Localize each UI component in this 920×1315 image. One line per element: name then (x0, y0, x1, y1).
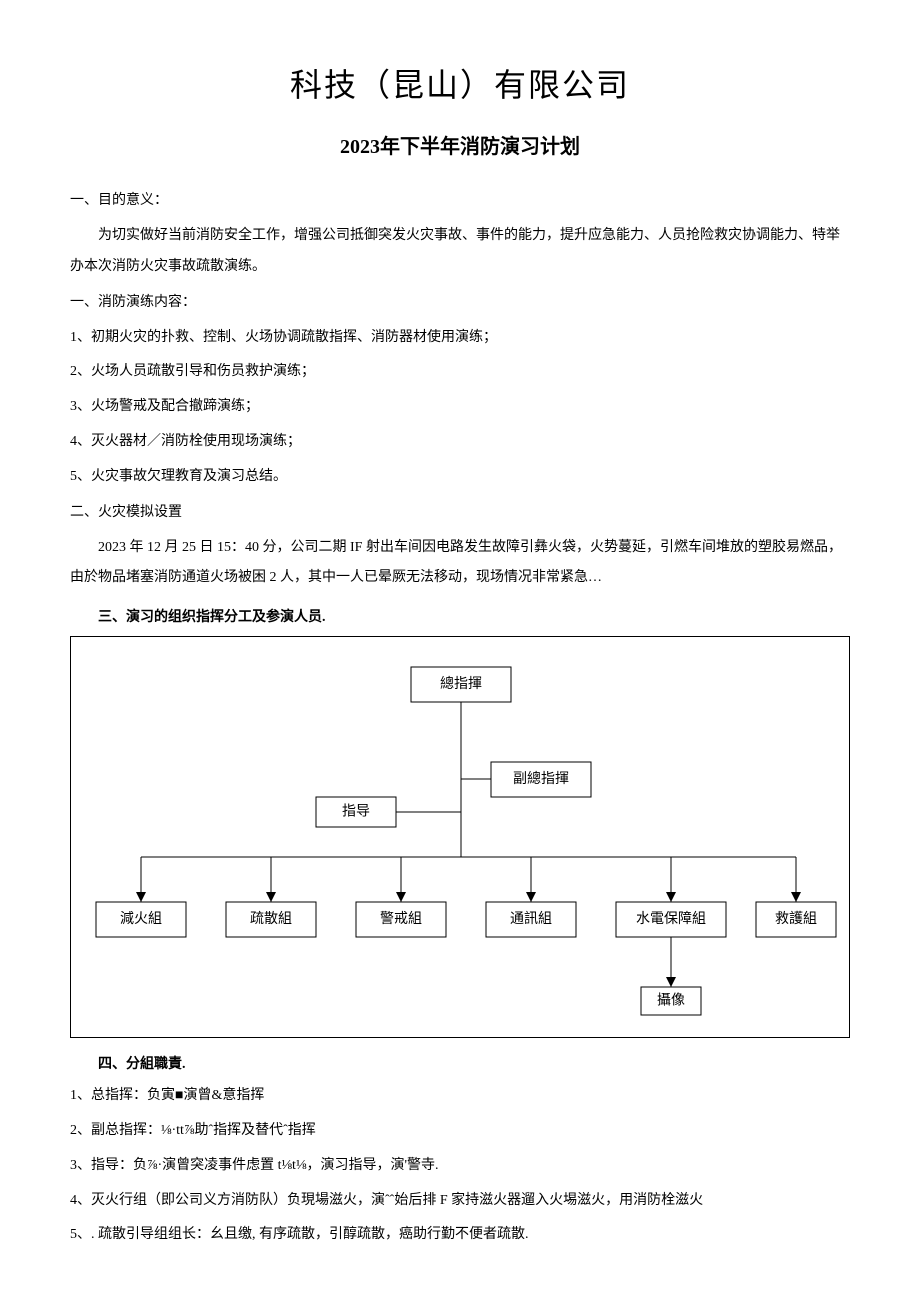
section5-heading: 四、分組職責. (70, 1053, 850, 1073)
list-item: 2、火场人员疏散引导和伤员救护演练； (70, 357, 850, 388)
svg-text:警戒組: 警戒組 (380, 911, 422, 927)
list-item: 3、火场警戒及配合撤蹄演练； (70, 392, 850, 423)
section3-paragraph: 2023 年 12 月 25 日 15：40 分，公司二期 IF 射出车间因电路… (70, 533, 850, 595)
svg-text:疏散組: 疏散組 (250, 911, 292, 927)
org-chart-container: 總指揮副總指揮指导減火組 疏散組 警戒組 通訊組 水電保障組 救護組攝像 (70, 636, 850, 1038)
company-title: 科技（昆山）有限公司 (70, 60, 850, 106)
section2-heading: 一、消防演练内容： (70, 291, 850, 311)
list-item: 3、指导：负⅞·演曾突凌事件虑置 t⅛t⅛，演习指导，演'警寺. (70, 1151, 850, 1182)
svg-text:水電保障組: 水電保障組 (636, 911, 706, 927)
svg-text:副總指揮: 副總指揮 (513, 770, 569, 787)
svg-text:通訊組: 通訊組 (510, 911, 552, 927)
list-item: 1、总指挥：负寅■演曾&意指挥 (70, 1081, 850, 1112)
section4-heading: 三、演习的组织指挥分工及参演人员. (70, 606, 850, 626)
org-chart-svg: 總指揮副總指揮指导減火組 疏散組 警戒組 通訊組 水電保障組 救護組攝像 (86, 657, 846, 1022)
svg-text:指导: 指导 (342, 804, 370, 820)
list-item: 5、. 疏散引导组组长：幺且缴, 有序疏散，引醇疏散，癌助行勤不便者疏散. (70, 1220, 850, 1251)
section1-paragraph: 为切实做好当前消防安全工作，增强公司抵御突发火灾事故、事件的能力，提升应急能力、… (70, 221, 850, 283)
list-item: 5、火灾事故欠理教育及演习总结。 (70, 462, 850, 493)
svg-text:救護組: 救護組 (775, 911, 817, 927)
document-subtitle: 2023年下半年消防演习计划 (70, 130, 850, 159)
list-item: 4、灭火器材／消防栓使用现场演练； (70, 427, 850, 458)
section1-heading: 一、目的意义： (70, 189, 850, 209)
svg-text:減火組: 減火組 (120, 910, 162, 927)
svg-text:攝像: 攝像 (657, 993, 685, 1009)
list-item: 4、灭火行组（即公司义方消防队）负現場滋火，演ˆˆ始后排 F 家持滋火器遛入火埸… (70, 1186, 850, 1217)
list-item: 2、副总指挥：⅛·tt⅞助ˆ指挥及替代ˆ指挥 (70, 1116, 850, 1147)
section3-heading: 二、火灾模拟设置 (70, 501, 850, 521)
list-item: 1、初期火灾的扑救、控制、火场协调疏散指挥、消防器材使用演练； (70, 323, 850, 354)
svg-text:總指揮: 總指揮 (440, 675, 482, 692)
